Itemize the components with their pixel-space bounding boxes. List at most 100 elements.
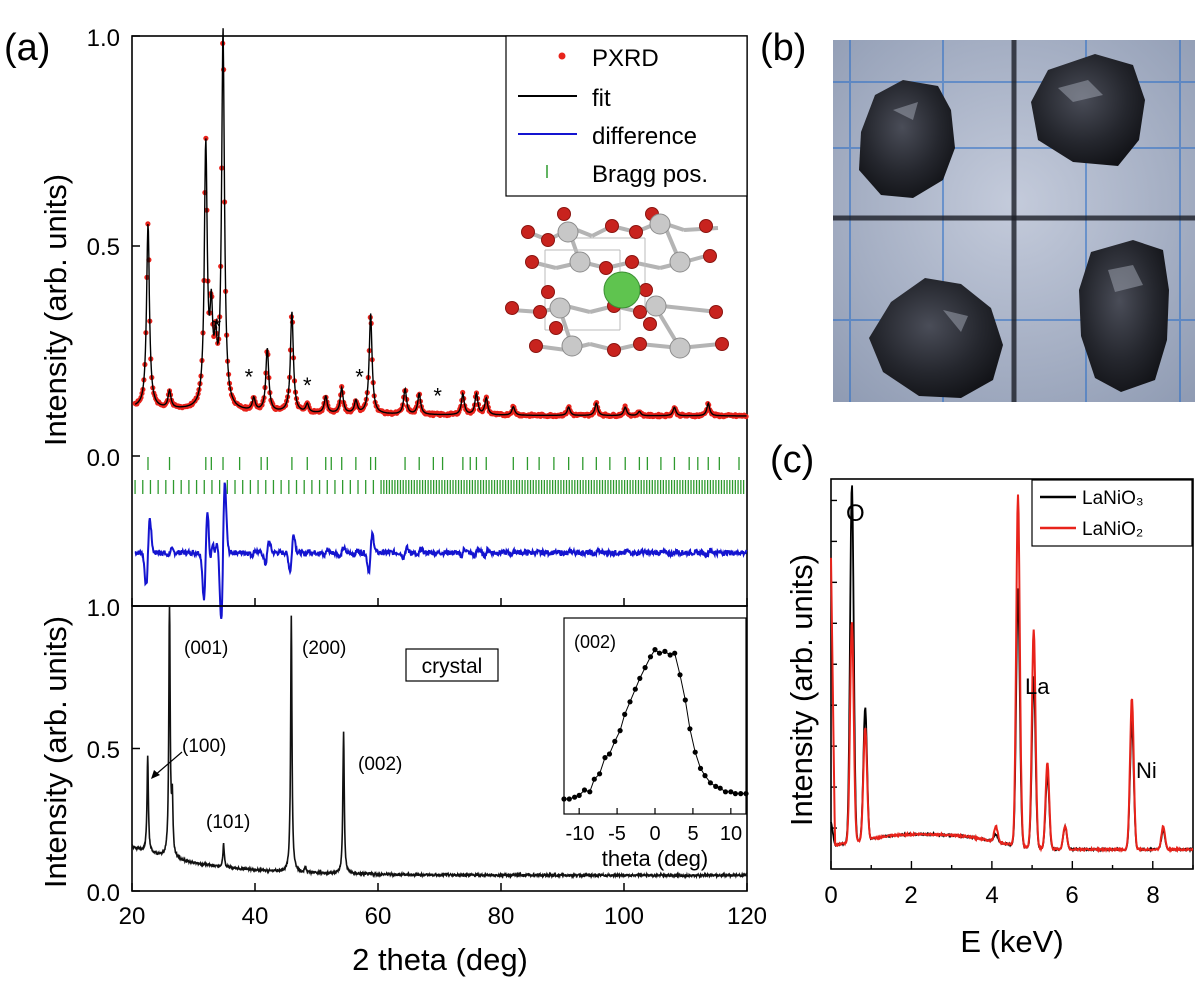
element-label-o: O [846, 500, 865, 527]
inset-data-point [656, 650, 663, 656]
structure-oxygen-atom [699, 219, 713, 233]
crystal-piece-4 [1079, 240, 1169, 392]
crystal-photo [833, 40, 1195, 402]
crystal-xtick-60: 60 [365, 903, 392, 930]
edx-xlabel: E (keV) [960, 924, 1063, 959]
pxrd-legend: PXRD fit difference Bragg pos. [505, 35, 748, 197]
panel-label-c: (c) [770, 439, 814, 481]
difference-series-line [134, 482, 748, 619]
edx-xtick-6: 6 [1065, 882, 1078, 909]
inset-xtick-10: 10 [720, 823, 742, 845]
structure-oxygen-atom [625, 255, 639, 269]
fit-series-line [134, 28, 747, 417]
crystal-structure-illustration [505, 207, 729, 359]
edx-legend-box [1031, 479, 1193, 547]
crystal-axis-ticks [131, 605, 748, 892]
structure-oxygen-atom [715, 337, 729, 351]
bragg-position-marks [134, 457, 745, 494]
inset-data-point [581, 787, 588, 793]
inset-data-point [622, 711, 628, 718]
inset-data-point [566, 796, 572, 802]
crystal-xtick-120: 120 [727, 903, 767, 930]
edx-xtick-8: 8 [1146, 882, 1159, 909]
edx-xtick-0: 0 [824, 882, 837, 909]
edx-series-lanio2-line [830, 494, 1194, 854]
crystal-ytick-2: 0.5 [87, 737, 120, 764]
inset-data-point [627, 699, 633, 705]
pxrd-legend-box [505, 35, 748, 197]
crystal-photo-image [833, 40, 1195, 402]
structure-oxygen-atom [521, 225, 535, 239]
crystal-xtick-80: 80 [488, 903, 515, 930]
structure-nickel-atom [645, 295, 667, 317]
structure-nickel-atom [649, 213, 671, 235]
inset-data-point [612, 738, 618, 745]
inset-data-point [743, 791, 749, 797]
inset-data-point [652, 647, 658, 653]
structure-bond [661, 304, 719, 314]
crystal-piece-3 [869, 278, 1003, 398]
inset-data-point [692, 749, 698, 755]
crystal-ylabel: Intensity (arb. units) [38, 616, 73, 888]
structure-oxygen-atom [529, 339, 543, 353]
inset-data-point [713, 783, 719, 790]
structure-oxygen-atom [643, 317, 657, 331]
peak-100-arrowhead [151, 770, 160, 779]
structure-oxygen-atom [525, 255, 539, 269]
inset-data-point [687, 726, 693, 732]
impurity-marker: * [245, 365, 254, 390]
structure-oxygen-atom [633, 305, 647, 319]
impurity-marker: * [433, 384, 442, 409]
structure-nickel-atom [549, 297, 571, 319]
edx-xtick-4: 4 [985, 882, 998, 909]
pxrd-data-point [145, 221, 151, 227]
pxrd-data-point [203, 135, 209, 141]
inset-data-point [702, 773, 708, 779]
structure-oxygen-atom [599, 261, 613, 275]
crystal-label-box [405, 648, 499, 682]
inset-data-point [728, 789, 734, 795]
peak-label-101: (101) [206, 812, 250, 833]
inset-data-points [561, 647, 749, 802]
pxrd-ytick-2: 0.5 [87, 234, 120, 261]
inset-data-point [642, 665, 648, 671]
inset-data-point [602, 755, 608, 761]
element-label-la: La [1025, 674, 1050, 699]
inset-data-point [732, 791, 739, 797]
crystal-ytick-3: 0.0 [87, 880, 120, 907]
inset-data-point [717, 785, 723, 791]
structure-oxygen-atom [541, 233, 555, 247]
inset-data-point [682, 697, 688, 703]
pxrd-ylabel: Intensity (arb. units) [38, 174, 73, 446]
inset-data-point [591, 776, 597, 782]
legend-label-pxrd: PXRD [592, 45, 659, 72]
peak-label-002: (002) [358, 754, 402, 775]
inset-data-point [697, 765, 704, 772]
panel-label-b: (b) [760, 27, 806, 69]
structure-oxygen-atom [703, 249, 717, 263]
structure-oxygen-atom [607, 343, 621, 357]
impurity-marker: * [303, 373, 312, 398]
legend-label-fit: fit [592, 85, 611, 112]
crystal-piece-2 [1031, 54, 1145, 166]
peak-label-200: (200) [302, 638, 346, 659]
structure-nickel-atom [669, 251, 691, 273]
impurity-marker: * [213, 314, 222, 339]
legend-swatch-pxrd [558, 52, 566, 60]
element-label-ni: Ni [1136, 758, 1157, 783]
edx-legend: LaNiO₃ LaNiO₂ [1031, 479, 1193, 547]
inset-data-point [672, 650, 678, 656]
structure-oxygen-atom [549, 321, 563, 335]
inset-data-point [637, 675, 643, 682]
structure-oxygen-atom [505, 301, 519, 315]
structure-oxygen-atom [633, 337, 647, 351]
structure-oxygen-atom [541, 285, 555, 299]
inset-data-point [561, 796, 567, 802]
pxrd-ytick-3: 0.0 [87, 445, 120, 472]
structure-oxygen-atom [709, 305, 723, 319]
inset-data-point [576, 792, 582, 799]
inset-xtick-0: 0 [649, 823, 660, 845]
impurity-marker: * [355, 365, 364, 390]
structure-oxygen-atom [605, 219, 619, 233]
inset-data-point [587, 789, 593, 795]
